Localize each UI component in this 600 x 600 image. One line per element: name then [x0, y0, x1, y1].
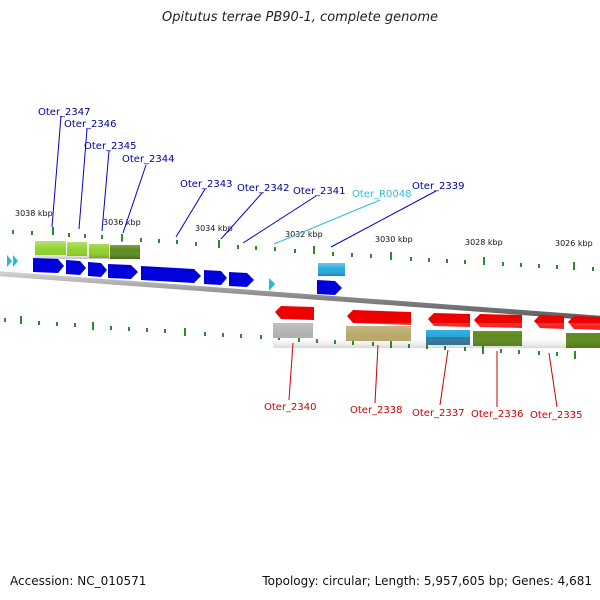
map-title: Opitutus terrae PB90-1, complete genome [161, 10, 439, 25]
cds-arrow-2338[interactable] [347, 310, 411, 325]
gene-label-oter-2343[interactable]: Oter_2343 [180, 179, 233, 190]
forward-cds-arrows [7, 255, 342, 295]
cds-arrow-2346[interactable] [66, 260, 86, 275]
gene-label-oter-2341[interactable]: Oter_2341 [293, 186, 346, 197]
gene-label-oter-r0048[interactable]: Oter_R0048 [352, 189, 411, 200]
accession-text: Accession: NC_010571 [10, 574, 147, 588]
topology-summary: Topology: circular; Length: 5,957,605 bp… [262, 574, 592, 588]
reverse-label-leaders [288, 342, 558, 408]
gene-label-oter-2335[interactable]: Oter_2335 [530, 410, 583, 421]
cds-arrow-2347[interactable] [33, 258, 64, 273]
cds-arrow-2339[interactable] [317, 280, 342, 295]
gene-label-oter-2346[interactable]: Oter_2346 [64, 119, 117, 130]
forward-label-leaders [51, 115, 437, 248]
ruler-label: 3038 kbp [15, 209, 53, 218]
gene-label-oter-2342[interactable]: Oter_2342 [237, 183, 290, 194]
gene-label-oter-2347[interactable]: Oter_2347 [38, 107, 91, 118]
gene-label-oter-2339[interactable]: Oter_2339 [412, 181, 465, 192]
ruler-label: 3034 kbp [195, 224, 233, 233]
gene-label-oter-2340[interactable]: Oter_2340 [264, 402, 317, 413]
cds-arrow-2340[interactable] [275, 306, 314, 320]
cds-arrow-2345[interactable] [88, 262, 107, 277]
gene-label-oter-2336[interactable]: Oter_2336 [471, 409, 524, 420]
cds-arrow-2341[interactable] [229, 272, 254, 287]
forward-ruler-ticks [12, 227, 594, 271]
gene-label-oter-2338[interactable]: Oter_2338 [350, 405, 403, 416]
cds-arrow-2344[interactable] [108, 264, 138, 279]
cds-arrow-2342[interactable] [204, 270, 227, 285]
rna-label-leader [273, 199, 381, 245]
gene-label-oter-2337[interactable]: Oter_2337 [412, 408, 465, 419]
rna-arrow[interactable] [7, 255, 12, 267]
reverse-feature-row [273, 323, 600, 348]
ruler-label: 3026 kbp [555, 239, 593, 248]
genome-backbone [0, 271, 600, 321]
ruler-label: 3028 kbp [465, 238, 503, 247]
cds-arrow-2343[interactable] [141, 266, 201, 283]
gene-label-oter-2344[interactable]: Oter_2344 [122, 154, 175, 165]
ruler-label: 3032 kbp [285, 230, 323, 239]
ruler-label: 3030 kbp [375, 235, 413, 244]
forward-feature-row [35, 241, 345, 276]
ruler-label: 3036 kbp [103, 218, 141, 227]
rna-arrow[interactable] [13, 255, 18, 267]
gene-label-oter-2345[interactable]: Oter_2345 [84, 141, 137, 152]
rna-arrow[interactable] [269, 278, 275, 291]
